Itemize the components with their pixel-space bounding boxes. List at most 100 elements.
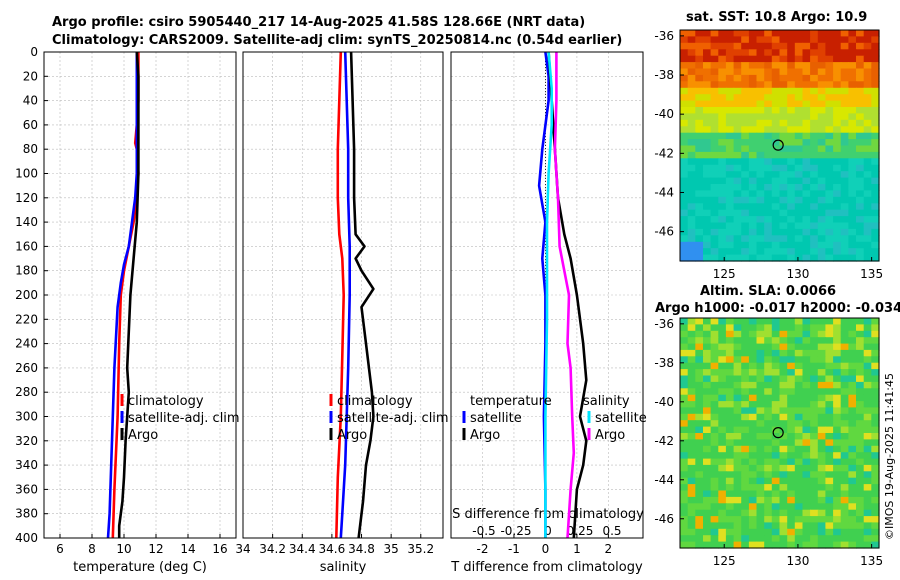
map-cell: [756, 471, 765, 479]
x-tick-label: 6: [56, 542, 64, 556]
map-cell: [833, 87, 842, 95]
map-cell: [794, 541, 804, 549]
map-cell: [833, 209, 842, 217]
map-cell: [741, 222, 750, 230]
map-cell: [779, 164, 788, 172]
map-cell: [794, 171, 804, 179]
map-cell: [856, 420, 865, 428]
map-cell: [856, 503, 865, 511]
map-cell: [856, 362, 865, 370]
map-cell: [725, 158, 735, 166]
map-cell: [787, 426, 796, 434]
map-cell: [687, 74, 696, 82]
y-tick-label: 360: [15, 482, 38, 496]
map-cell: [802, 496, 811, 504]
map-cell: [802, 394, 811, 402]
map-cell: [687, 81, 696, 89]
map-cell: [725, 94, 735, 102]
map-cell: [687, 394, 696, 402]
map-cell: [733, 426, 742, 434]
map-cell: [748, 87, 758, 95]
map-cell: [764, 484, 773, 492]
map-cell: [810, 516, 819, 524]
map-cell: [817, 343, 827, 351]
map-cell: [695, 458, 704, 466]
map-cell: [687, 145, 696, 153]
map-cell: [810, 30, 819, 37]
map-cell: [787, 458, 796, 466]
map-cell: [680, 158, 689, 166]
map-cell: [695, 209, 704, 217]
map-cell: [695, 318, 704, 325]
map-cell: [787, 177, 796, 185]
map-cell: [748, 151, 758, 159]
map-cell: [863, 477, 872, 485]
map-cell: [687, 343, 696, 351]
map-cell: [817, 36, 827, 44]
map-cell: [771, 535, 781, 543]
map-cell: [710, 509, 719, 517]
map-cell: [833, 535, 842, 543]
map-cell: [840, 458, 849, 466]
map-cell: [840, 381, 849, 389]
map-cell: [863, 190, 872, 198]
map-cell: [794, 68, 804, 76]
map-cell: [703, 235, 712, 243]
map-cell: [833, 107, 842, 114]
map-cell: [863, 484, 872, 492]
map-cell: [771, 356, 781, 364]
map-cell: [787, 132, 796, 140]
map-cell: [817, 516, 827, 524]
map-cell: [710, 516, 719, 524]
map-cell: [764, 42, 773, 50]
map-cell: [725, 171, 735, 179]
map-cell: [856, 119, 865, 127]
map-cell: [840, 145, 849, 153]
map-cell: [794, 337, 804, 345]
map-cell: [756, 433, 765, 440]
map-cell: [802, 541, 811, 549]
map-cell: [741, 356, 750, 364]
series-line-satellite-adj-clim: [106, 52, 139, 539]
map-cell: [817, 394, 827, 402]
map-cell: [833, 81, 842, 89]
map-cell: [764, 196, 773, 204]
map-cell: [856, 68, 865, 76]
map-cell: [710, 381, 719, 389]
map-cell: [764, 87, 773, 95]
map-cell: [764, 190, 773, 198]
map-cell: [840, 81, 849, 89]
map-cell: [787, 471, 796, 479]
map-cell: [695, 407, 704, 415]
map-cell: [856, 164, 865, 172]
map-cell: [710, 87, 719, 95]
map-cell: [703, 522, 712, 530]
map-cell: [817, 49, 827, 57]
map-cell: [771, 81, 781, 89]
map-cell: [779, 324, 788, 332]
map-cell: [710, 126, 719, 134]
map-cell: [779, 228, 788, 236]
map-cell: [833, 62, 842, 70]
map-y-tick-label: -44: [654, 473, 674, 487]
map-cell: [802, 171, 811, 179]
map-cell: [833, 49, 842, 57]
map-cell: [825, 439, 834, 447]
map-cell: [718, 369, 727, 377]
map-cell: [748, 190, 758, 198]
map-cell: [840, 235, 849, 243]
map-cell: [771, 394, 781, 402]
map-y-tick-label: -36: [654, 317, 674, 331]
map-cell: [748, 490, 758, 498]
map-cell: [833, 145, 842, 153]
map-cell: [802, 484, 811, 492]
map-cell: [787, 541, 796, 549]
map-cell: [871, 356, 880, 364]
map-cell: [756, 477, 765, 485]
map-cell: [817, 496, 827, 504]
map-cell: [802, 490, 811, 498]
map-cell: [871, 87, 880, 95]
map-cell: [802, 87, 811, 95]
top-tick-label: 0: [544, 524, 552, 538]
map-cell: [741, 228, 750, 236]
